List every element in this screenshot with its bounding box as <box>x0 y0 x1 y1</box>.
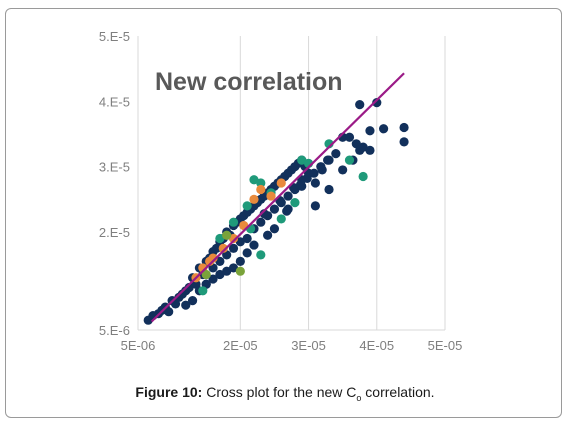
data-point <box>215 269 225 280</box>
data-point <box>215 233 225 244</box>
data-points <box>143 98 409 325</box>
data-point <box>215 256 225 266</box>
y-tick-label: 5.E-6 <box>99 323 130 338</box>
data-point <box>323 155 333 165</box>
x-tick-label: 5E-06 <box>121 338 156 353</box>
caption-text: Cross plot for the new C <box>202 384 357 400</box>
x-tick-label: 2E-05 <box>223 338 258 353</box>
data-point <box>338 165 348 175</box>
data-point <box>316 162 326 172</box>
figure-caption: Figure 10: Cross plot for the new Co cor… <box>0 384 570 403</box>
data-point <box>187 296 198 306</box>
data-point <box>228 243 239 253</box>
data-point <box>181 300 191 310</box>
caption-text-after: correlation. <box>361 384 435 400</box>
data-point <box>365 126 375 136</box>
y-tick-label: 5.E-5 <box>99 29 130 44</box>
data-point <box>309 168 319 178</box>
data-point <box>198 286 208 296</box>
data-point <box>372 98 382 108</box>
x-tick-label: 4E-05 <box>359 338 394 353</box>
data-point <box>290 198 300 208</box>
data-point <box>295 180 305 190</box>
data-point <box>256 217 266 227</box>
data-point <box>379 124 389 134</box>
data-point <box>355 100 365 110</box>
data-point <box>249 240 259 250</box>
caption-label: Figure 10: <box>135 384 203 400</box>
data-point <box>208 253 218 263</box>
data-point <box>256 184 266 195</box>
data-point <box>249 175 259 185</box>
data-point <box>358 142 368 152</box>
data-point <box>222 266 232 276</box>
data-point <box>235 256 245 266</box>
data-point <box>276 178 286 188</box>
chart-title: New correlation <box>155 68 343 96</box>
data-point <box>399 137 409 147</box>
data-point <box>310 201 320 211</box>
y-tick-label: 4.E-5 <box>99 94 130 109</box>
data-point <box>344 132 355 142</box>
data-point <box>218 243 228 253</box>
x-tick-label: 3E-05 <box>291 338 326 353</box>
data-point <box>282 206 292 216</box>
data-point <box>242 248 252 258</box>
data-point <box>269 224 280 234</box>
data-point <box>242 201 252 211</box>
scatter-chart: 5E-06 2E-05 3E-05 4E-05 5E-05 5.E-6 2.E-5 3.E-5… <box>99 29 462 353</box>
data-point <box>242 233 252 244</box>
data-point <box>297 155 307 165</box>
data-point <box>269 204 280 214</box>
fit-line-layer <box>150 72 405 323</box>
data-point <box>358 171 368 182</box>
data-point <box>365 145 375 155</box>
data-point <box>283 191 293 201</box>
data-point <box>324 184 334 195</box>
data-point <box>201 269 211 280</box>
data-point <box>259 209 269 219</box>
data-point <box>263 230 273 240</box>
data-point <box>208 274 218 284</box>
data-point <box>228 217 239 227</box>
data-point <box>235 237 245 247</box>
data-point <box>302 173 312 184</box>
data-point <box>222 230 232 240</box>
x-tick-label: 5E-05 <box>428 338 463 353</box>
data-point <box>331 149 341 159</box>
data-point <box>164 307 174 317</box>
grid-lines <box>137 36 446 331</box>
data-point <box>184 282 194 293</box>
data-point <box>249 194 259 204</box>
data-point <box>256 178 266 188</box>
data-point <box>344 155 355 165</box>
caption-subscript: o <box>356 392 362 403</box>
data-point <box>228 263 239 273</box>
y-tick-label: 2.E-5 <box>99 225 130 240</box>
data-point <box>235 266 245 276</box>
data-point <box>256 250 266 260</box>
axis-labels: 5E-06 2E-05 3E-05 4E-05 5E-05 5.E-6 2.E-5 3.E-5… <box>99 29 462 353</box>
data-point <box>399 122 409 133</box>
data-point <box>266 191 276 201</box>
chart-container: 5E-06 2E-05 3E-05 4E-05 5E-05 5.E-6 2.E-5 3.E-5… <box>75 22 475 377</box>
data-point <box>228 233 239 244</box>
data-point <box>276 214 286 224</box>
data-point <box>310 178 320 188</box>
fit-line <box>150 72 405 323</box>
y-tick-label: 3.E-5 <box>99 160 130 175</box>
